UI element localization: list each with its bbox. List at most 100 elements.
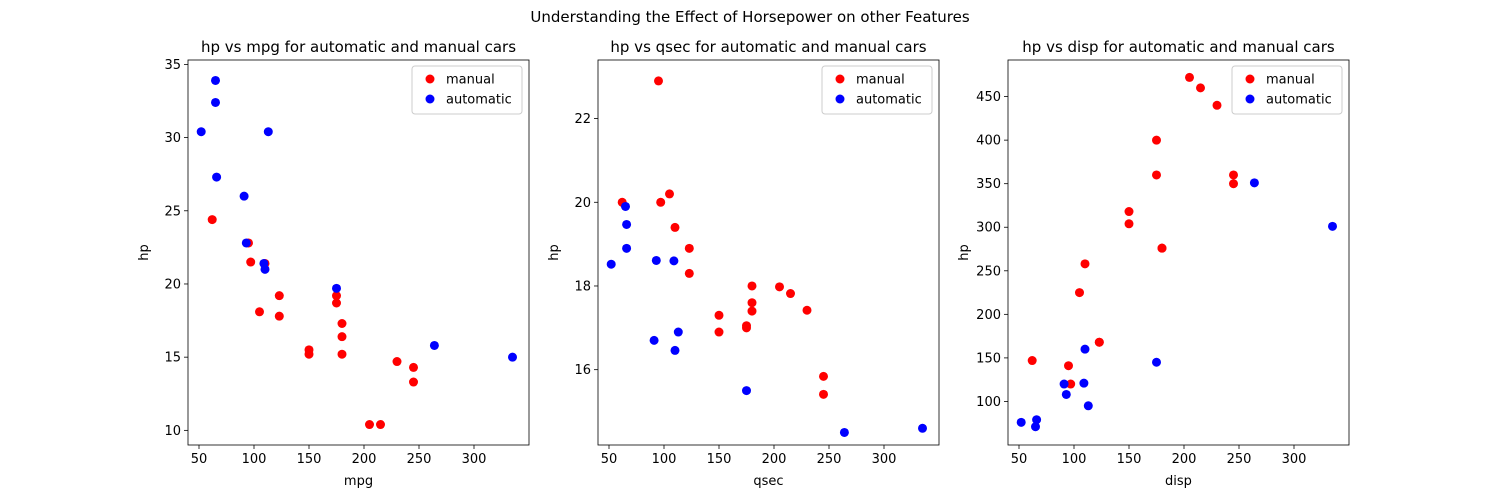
point-manual bbox=[775, 282, 784, 292]
point-manual bbox=[332, 291, 341, 301]
point-manual bbox=[1075, 288, 1084, 298]
point-manual bbox=[654, 76, 663, 86]
x-tick-label: 50 bbox=[601, 452, 618, 467]
point-automatic bbox=[1079, 378, 1089, 388]
subplot-title: hp vs mpg for automatic and manual cars bbox=[201, 38, 516, 56]
point-manual bbox=[1229, 179, 1238, 189]
y-tick-label: 25 bbox=[164, 204, 181, 219]
point-manual bbox=[665, 189, 674, 199]
point-manual bbox=[819, 389, 828, 399]
point-manual bbox=[1027, 356, 1037, 366]
point-automatic bbox=[263, 127, 273, 137]
legend-label: automatic bbox=[856, 93, 922, 108]
legend-box bbox=[821, 65, 933, 115]
point-automatic bbox=[918, 423, 927, 433]
y-tick-label: 18 bbox=[574, 279, 591, 294]
point-manual bbox=[1066, 379, 1076, 389]
point-automatic bbox=[211, 75, 220, 85]
point-manual bbox=[684, 243, 694, 253]
point-manual bbox=[1152, 170, 1161, 180]
axes-frame bbox=[187, 59, 530, 446]
point-automatic bbox=[622, 219, 632, 229]
point-automatic bbox=[1016, 417, 1026, 427]
figure-title: Understanding the Effect of Horsepower o… bbox=[530, 8, 969, 26]
x-axis-label: disp bbox=[1165, 474, 1192, 489]
point-automatic bbox=[673, 327, 683, 337]
legend-marker-automatic bbox=[425, 94, 435, 104]
subplot-3: hp vs disp for automatic and manual cars… bbox=[957, 38, 1350, 489]
point-automatic bbox=[1083, 401, 1093, 411]
axes-frame bbox=[1007, 59, 1350, 446]
legend-box bbox=[1231, 65, 1343, 115]
point-automatic bbox=[241, 238, 251, 248]
point-manual bbox=[1094, 337, 1104, 347]
x-tick-label: 100 bbox=[652, 452, 677, 467]
point-manual bbox=[1157, 243, 1167, 253]
legend-marker-automatic bbox=[1245, 94, 1255, 104]
y-tick-label: 22 bbox=[574, 112, 591, 127]
x-tick-label: 300 bbox=[462, 452, 487, 467]
y-tick-label: 250 bbox=[976, 264, 1001, 279]
point-manual bbox=[246, 257, 256, 267]
y-tick-label: 10 bbox=[164, 424, 181, 439]
point-automatic bbox=[742, 386, 751, 396]
point-automatic bbox=[1152, 357, 1161, 367]
x-axis-label: mpg bbox=[344, 474, 373, 489]
x-tick-label: 100 bbox=[242, 452, 267, 467]
point-manual bbox=[337, 349, 347, 359]
point-automatic bbox=[429, 340, 439, 350]
point-manual bbox=[684, 268, 694, 278]
y-tick-label: 20 bbox=[164, 277, 181, 292]
point-manual bbox=[714, 310, 724, 320]
point-manual bbox=[670, 222, 680, 232]
point-manual bbox=[409, 362, 418, 372]
legend-marker-manual bbox=[425, 74, 435, 84]
point-manual bbox=[1229, 170, 1238, 180]
point-manual bbox=[802, 305, 812, 315]
x-tick-label: 300 bbox=[1282, 452, 1307, 467]
point-automatic bbox=[1061, 389, 1071, 399]
legend-label: automatic bbox=[446, 93, 512, 108]
legend: manual automatic bbox=[821, 65, 933, 115]
x-tick-label: 250 bbox=[407, 452, 432, 467]
point-automatic bbox=[508, 352, 517, 362]
point-automatic bbox=[622, 243, 632, 253]
point-automatic bbox=[212, 172, 222, 182]
subplot-1: hp vs mpg for automatic and manual cars 5… bbox=[137, 38, 530, 489]
point-automatic bbox=[669, 256, 679, 266]
point-automatic bbox=[606, 259, 616, 269]
point-manual bbox=[207, 215, 217, 225]
point-automatic bbox=[196, 127, 206, 137]
point-manual bbox=[747, 306, 757, 316]
y-tick-label: 450 bbox=[976, 90, 1001, 105]
y-tick-label: 35 bbox=[164, 58, 181, 73]
point-automatic bbox=[239, 191, 249, 201]
point-manual bbox=[656, 197, 666, 207]
point-automatic bbox=[1080, 344, 1090, 354]
subplot-2: hp vs qsec for automatic and manual cars… bbox=[547, 38, 940, 489]
y-tick-label: 400 bbox=[976, 134, 1001, 149]
y-axis-label: hp bbox=[547, 244, 562, 261]
point-automatic bbox=[1059, 379, 1069, 389]
point-automatic bbox=[260, 264, 270, 274]
y-tick-label: 16 bbox=[574, 363, 591, 378]
point-manual bbox=[274, 311, 284, 321]
x-tick-label: 150 bbox=[1117, 452, 1142, 467]
point-automatic bbox=[839, 427, 849, 437]
x-tick-label: 150 bbox=[297, 452, 322, 467]
point-manual bbox=[332, 298, 341, 308]
point-automatic bbox=[670, 345, 680, 355]
point-manual bbox=[392, 357, 402, 367]
x-tick-label: 150 bbox=[707, 452, 732, 467]
y-tick-label: 150 bbox=[976, 351, 1001, 366]
point-manual bbox=[1185, 72, 1194, 82]
x-tick-label: 100 bbox=[1062, 452, 1087, 467]
point-manual bbox=[409, 377, 418, 387]
point-manual bbox=[1152, 135, 1161, 145]
subplot-title: hp vs disp for automatic and manual cars bbox=[1022, 38, 1335, 56]
legend-label: automatic bbox=[1266, 93, 1332, 108]
x-tick-label: 250 bbox=[817, 452, 842, 467]
x-tick-label: 200 bbox=[352, 452, 377, 467]
x-tick-label: 300 bbox=[872, 452, 897, 467]
